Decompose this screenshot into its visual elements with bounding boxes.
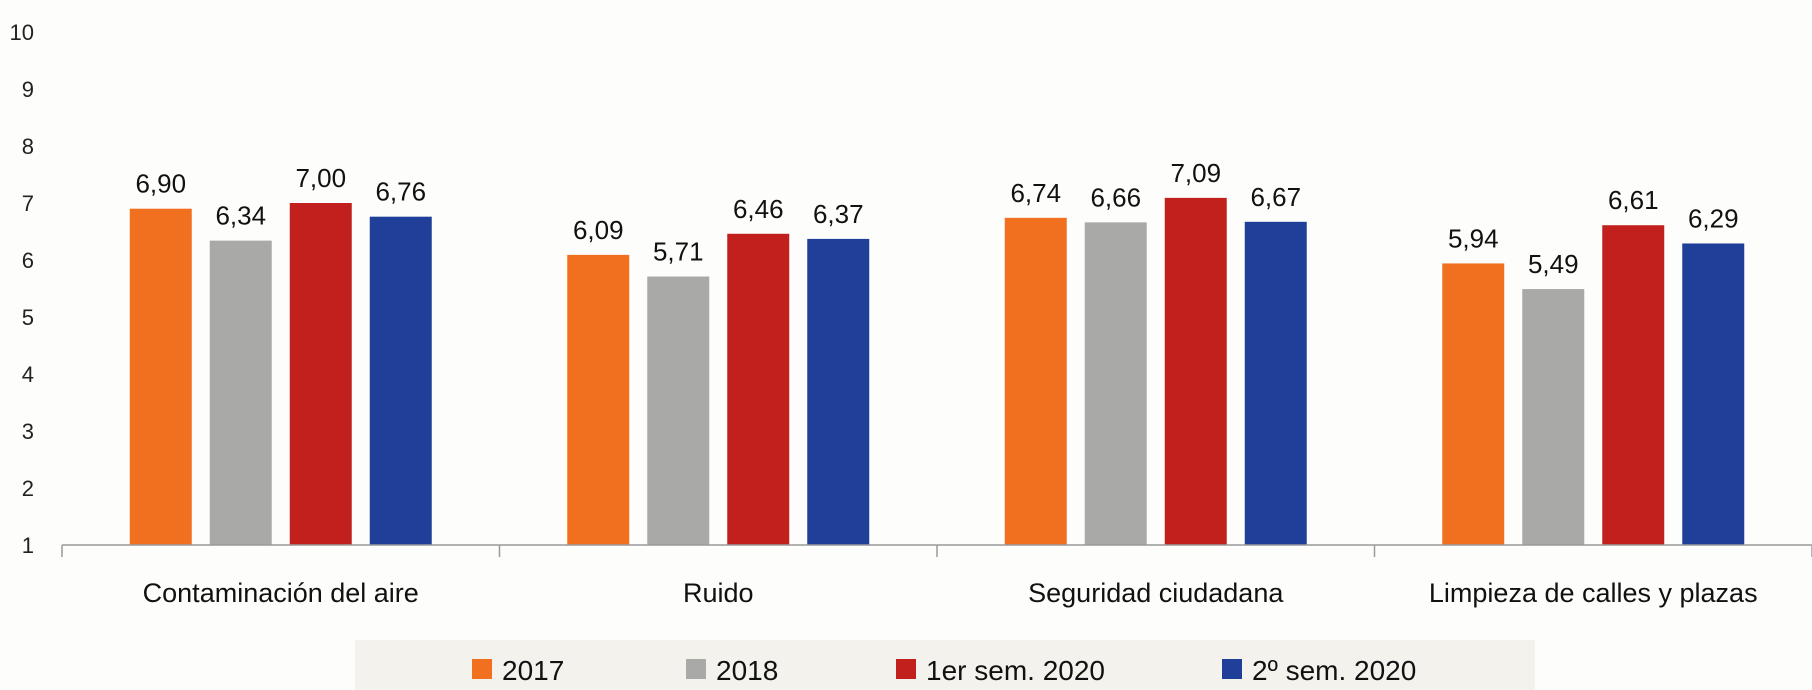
bar [1084,222,1147,545]
data-label: 6,76 [375,177,426,207]
bar [807,238,870,545]
data-label: 6,67 [1250,182,1301,212]
y-tick-label: 4 [22,362,34,387]
bar [209,240,272,545]
bar [1164,197,1227,545]
data-label: 6,74 [1010,178,1061,208]
data-label: 6,37 [813,199,864,229]
bar [1004,217,1067,545]
bar [1602,225,1665,546]
data-label: 5,49 [1528,249,1579,279]
bar [1442,263,1505,545]
data-label: 6,61 [1608,185,1659,215]
y-tick-label: 7 [22,191,34,216]
legend-swatch [896,659,916,679]
bar [567,254,630,545]
legend-background [355,640,1535,690]
x-category-label: Limpieza de calles y plazas [1429,578,1758,608]
data-label: 6,09 [573,215,624,245]
y-tick-label: 9 [22,77,34,102]
data-label: 6,66 [1090,182,1141,212]
legend-swatch [686,659,706,679]
legend: 2017 2018 1er sem. 2020 2º sem. 2020 [472,655,1416,686]
x-category-label: Ruido [683,578,754,608]
bar [647,276,710,545]
data-label: 7,09 [1170,158,1221,188]
data-label: 7,00 [295,163,346,193]
bar [1244,221,1307,545]
bar [369,216,432,545]
x-axis: Contaminación del aire Ruido Seguridad ciu… [143,578,1758,608]
x-category-label: Contaminación del aire [143,578,419,608]
bar [129,208,192,545]
legend-label: 1er sem. 2020 [926,655,1105,686]
y-tick-label: 1 [22,533,34,558]
legend-label: 2017 [502,655,564,686]
bar [1522,289,1585,545]
legend-swatch [1222,659,1242,679]
data-label: 6,29 [1688,203,1739,233]
data-label: 5,71 [653,237,704,267]
y-axis: 1 2 3 4 5 6 7 8 9 10 [10,20,34,558]
data-label: 5,94 [1448,223,1499,253]
data-label: 6,46 [733,194,784,224]
data-label: 6,90 [135,169,186,199]
y-tick-label: 3 [22,419,34,444]
bar [1682,243,1745,545]
legend-swatch [472,659,492,679]
y-tick-label: 2 [22,476,34,501]
y-tick-label: 5 [22,305,34,330]
data-labels: 6,90 6,34 7,00 6,76 6,09 5,71 6,46 6,37 6,74 6,66… [135,158,1738,279]
legend-label: 2º sem. 2020 [1252,655,1416,686]
data-label: 6,34 [215,201,266,231]
x-category-label: Seguridad ciudadana [1028,578,1284,608]
bar [289,203,352,545]
y-tick-label: 6 [22,248,34,273]
y-tick-label: 8 [22,134,34,159]
bar [727,233,790,545]
bars [129,197,1745,546]
x-axis-ticks [61,545,1812,557]
y-tick-label: 10 [10,20,34,45]
legend-label: 2018 [716,655,778,686]
